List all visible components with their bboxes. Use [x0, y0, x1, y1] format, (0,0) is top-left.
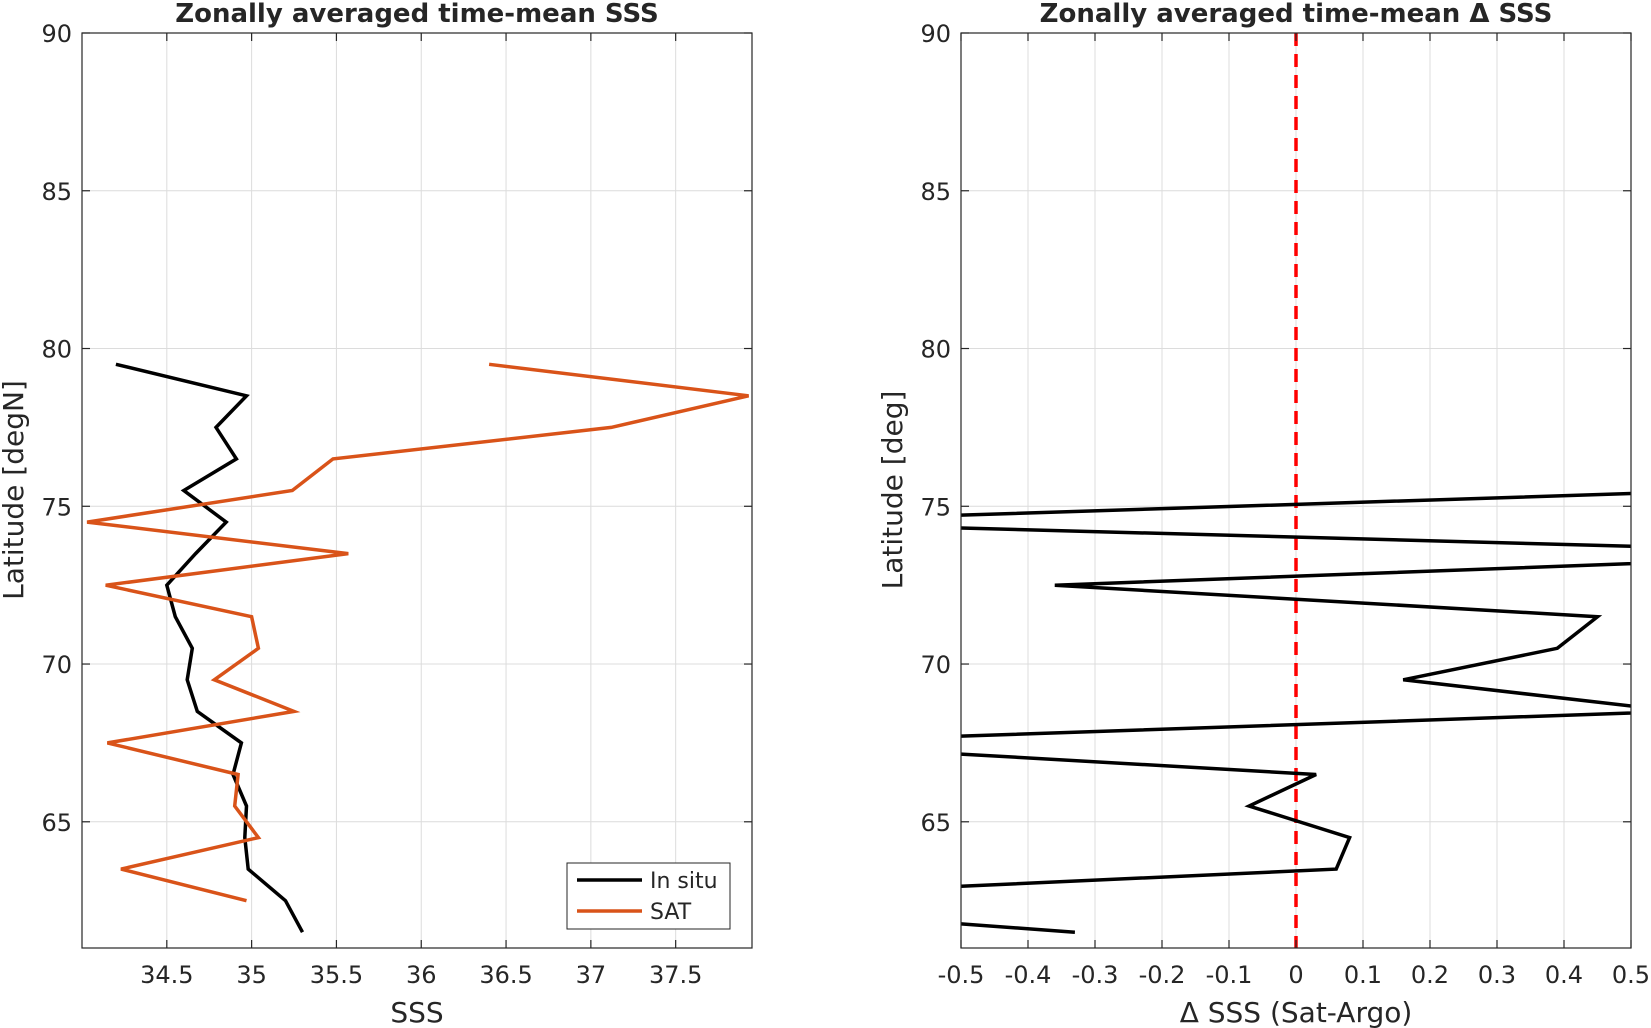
x-axis-label: SSS [390, 996, 443, 1028]
x-tick-label: 36 [406, 961, 437, 989]
y-tick-label: 85 [920, 178, 951, 206]
y-tick-label: 75 [920, 493, 951, 521]
y-tick-label: 70 [920, 651, 951, 679]
axes [81, 32, 753, 949]
x-tick-label: 0.2 [1411, 961, 1449, 989]
x-tick-label: 0.1 [1344, 961, 1382, 989]
y-tick-label: 90 [41, 20, 72, 48]
legend: In situ SAT [566, 862, 731, 930]
chart-title: Zonally averaged time-mean SSS [175, 0, 659, 29]
series-group [961, 33, 1631, 948]
x-axis-label: Δ SSS (Sat-Argo) [1180, 996, 1413, 1028]
series-group [86, 362, 749, 934]
tick-labels: -0.5 -0.4 -0.3 -0.2 -0.1 0 0.1 0.2 0.3 0.4 0.5 65 70… [920, 20, 1650, 989]
y-tick-label: 70 [41, 651, 72, 679]
y-tick-label: 65 [41, 809, 72, 837]
axes [960, 32, 1632, 949]
y-tick-label: 80 [41, 336, 72, 364]
x-tick-label: 37.5 [649, 961, 702, 989]
chart-title: Zonally averaged time-mean Δ SSS [1040, 0, 1553, 29]
x-tick-label: -0.5 [938, 961, 985, 989]
x-tick-label: 0.4 [1545, 961, 1583, 989]
x-tick-label: 0 [1288, 961, 1303, 989]
x-tick-label: 36.5 [479, 961, 532, 989]
y-axis-label: Latitude [degN] [0, 380, 30, 600]
series-line-sat [86, 362, 749, 903]
plot-area [82, 33, 752, 948]
x-tick-label: -0.2 [1139, 961, 1186, 989]
delta-sss-panel: -0.5 -0.4 -0.3 -0.2 -0.1 0 0.1 0.2 0.3 0.4 0.5 65 70… [876, 0, 1650, 1028]
x-tick-label: 37 [576, 961, 607, 989]
sss-panel: 34.5 35 35.5 36 36.5 37 37.5 65 70 75 80 85 90 Zonal… [0, 0, 753, 1028]
y-tick-label: 75 [41, 493, 72, 521]
x-tick-label: 0.5 [1612, 961, 1650, 989]
y-tick-label: 80 [920, 336, 951, 364]
grid-lines [82, 32, 752, 948]
x-tick-label: 34.5 [140, 961, 193, 989]
x-tick-label: -0.4 [1005, 961, 1052, 989]
x-tick-label: 35 [236, 961, 267, 989]
legend-label-in-situ: In situ [650, 869, 718, 894]
x-tick-label: 0.3 [1478, 961, 1516, 989]
x-tick-label: -0.3 [1072, 961, 1119, 989]
tick-labels: 34.5 35 35.5 36 36.5 37 37.5 65 70 75 80 85 90 [41, 20, 702, 989]
y-tick-label: 65 [920, 809, 951, 837]
y-tick-label: 85 [41, 178, 72, 206]
x-tick-label: 35.5 [310, 961, 363, 989]
legend-box [566, 862, 731, 930]
y-axis-label: Latitude [deg] [876, 391, 909, 590]
legend-label-sat: SAT [650, 900, 692, 925]
x-tick-label: -0.1 [1206, 961, 1253, 989]
axes-box [81, 32, 753, 949]
series-line-in-situ [115, 362, 305, 934]
series-line-0 [961, 491, 1631, 934]
y-tick-label: 90 [920, 20, 951, 48]
